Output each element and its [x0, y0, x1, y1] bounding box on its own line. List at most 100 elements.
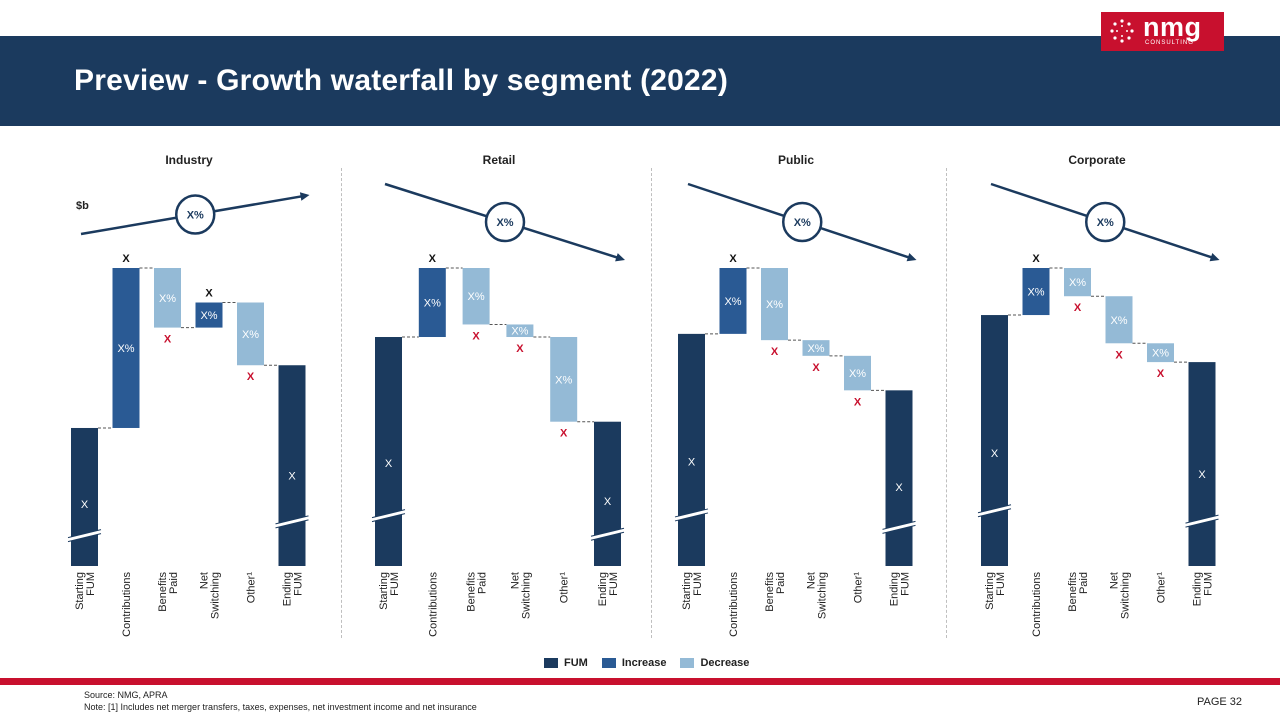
trend-arrowhead-icon	[299, 192, 310, 201]
axis-break-line	[275, 519, 309, 529]
bar-value-label: X	[81, 499, 89, 511]
trend-badge	[175, 194, 216, 235]
bar-value-label: X%	[766, 299, 783, 311]
category-label: StartingFUM	[681, 572, 704, 610]
axis-break-line	[882, 520, 916, 530]
source-text: Source: NMG, APRA	[84, 690, 168, 700]
source-note: Source: NMG, APRA Note: [1] Includes net…	[84, 689, 477, 713]
trend-label: X%	[794, 217, 811, 229]
decrease-value-label: X	[1074, 302, 1082, 314]
increase-value-label: X	[1032, 253, 1040, 265]
bar-value-label: X%	[159, 293, 176, 305]
increase-value-label: X	[429, 253, 437, 265]
footnote-text: Note: [1] Includes net merger transfers,…	[84, 702, 477, 712]
axis-break-line	[371, 513, 406, 523]
waterfall-bar	[719, 268, 747, 334]
axis-break-line	[67, 529, 102, 539]
decrease-value-label: X	[516, 343, 524, 355]
waterfall-bar	[1147, 343, 1174, 363]
bar-value-label: X	[604, 496, 612, 508]
bar-value-label: X%	[1027, 287, 1044, 299]
bar-value-label: X	[895, 482, 903, 494]
axis-break-mark	[882, 521, 916, 534]
bar-value-label: X	[991, 448, 999, 460]
bar-value-label: X%	[849, 368, 866, 380]
trend-arrow-line	[80, 194, 306, 236]
trend-label: X%	[187, 210, 204, 222]
trend-arrow-line	[990, 182, 1217, 260]
category-label: Contributions	[121, 572, 133, 637]
waterfall-bar	[981, 315, 1008, 566]
legend-item-decrease: Decrease	[680, 657, 749, 669]
waterfall-bar	[1064, 268, 1091, 297]
logo-wordmark: nmg	[1143, 12, 1202, 42]
trend-label: X%	[496, 217, 513, 229]
panel-divider	[341, 168, 342, 638]
trend-badge	[1085, 201, 1126, 243]
logo-burst-icon	[1110, 19, 1134, 43]
category-label: Other¹	[853, 572, 865, 604]
category-label: StartingFUM	[74, 572, 97, 610]
axis-break-line	[1185, 514, 1219, 524]
category-label: EndingFUM	[282, 572, 305, 606]
waterfall-bar	[278, 365, 306, 566]
category-label: Other¹	[1156, 572, 1168, 604]
bar-value-label: X%	[1069, 277, 1086, 289]
waterfall-bar	[885, 390, 913, 566]
waterfall-bar	[594, 421, 621, 566]
waterfall-bar	[802, 340, 830, 356]
category-label: NetSwitching	[199, 572, 222, 619]
decrease-value-label: X	[1157, 368, 1165, 380]
bar-value-label: X%	[511, 326, 528, 338]
bar-value-label: X	[385, 458, 393, 470]
category-label: Other¹	[559, 572, 571, 604]
bar-value-label: X%	[468, 291, 485, 303]
category-label: NetSwitching	[806, 572, 829, 619]
legend: FUM Increase Decrease	[544, 655, 763, 671]
trend-arrowhead-icon	[615, 253, 625, 262]
axis-break-line	[590, 527, 625, 537]
axis-break-line	[977, 504, 1012, 514]
category-label: StartingFUM	[378, 572, 401, 610]
category-label: BenefitsPaid	[1067, 572, 1090, 612]
page-title: Preview - Growth waterfall by segment (2…	[74, 64, 729, 97]
waterfall-bar	[761, 268, 788, 341]
waterfall-bar	[1105, 296, 1133, 344]
decrease-value-label: X	[560, 428, 568, 440]
waterfall-bar	[112, 268, 140, 428]
title-band: Preview - Growth waterfall by segment (2…	[0, 36, 1280, 126]
category-label: Contributions	[427, 572, 439, 637]
increase-value-label: X	[122, 253, 130, 265]
panel-title-retail: Retail	[482, 153, 516, 167]
unit-label: $b	[76, 200, 89, 212]
panel-title-industry: Industry	[165, 153, 213, 167]
waterfall-bar	[237, 302, 264, 366]
axis-break-mark	[675, 508, 708, 521]
trend-arrowhead-icon	[1209, 253, 1220, 262]
legend-swatch-decrease	[680, 658, 695, 668]
axis-break-line	[275, 515, 309, 525]
increase-value-label: X	[729, 253, 737, 265]
bar-value-label: X%	[1110, 315, 1127, 327]
panel-divider	[651, 168, 652, 638]
trend-label: X%	[1097, 217, 1114, 229]
axis-break-mark	[978, 504, 1011, 517]
legend-swatch-fum	[544, 658, 558, 668]
legend-label-fum: FUM	[564, 657, 588, 669]
category-label: EndingFUM	[1192, 572, 1215, 606]
bar-value-label: X	[1198, 469, 1206, 481]
footer-rule	[0, 678, 1280, 685]
waterfall-bar	[1188, 362, 1216, 566]
decrease-value-label: X	[247, 371, 255, 383]
category-label: NetSwitching	[1109, 572, 1132, 619]
logo-subtitle: CONSULTING	[1145, 40, 1194, 46]
axis-break-line	[1185, 518, 1219, 528]
waterfall-bar	[418, 268, 446, 338]
waterfall-bar	[375, 337, 402, 566]
bar-value-label: X%	[807, 343, 824, 355]
waterfall-bar	[678, 333, 705, 566]
bar-value-label: X%	[724, 296, 741, 308]
trend-arrowhead-icon	[906, 253, 917, 262]
axis-break-mark	[275, 515, 309, 528]
increase-value-label: X	[205, 288, 213, 300]
